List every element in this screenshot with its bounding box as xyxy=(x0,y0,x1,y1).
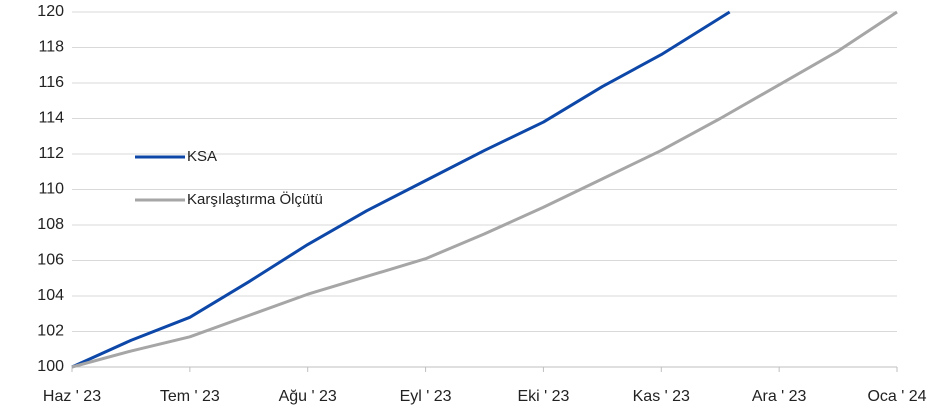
legend-label: Karşılaştırma Ölçütü xyxy=(187,190,323,208)
line xyxy=(71,10,731,369)
legend-label: KSA xyxy=(187,148,217,165)
y-tick-label: 114 xyxy=(38,110,64,127)
y-tick-label: 106 xyxy=(37,252,64,269)
y-tick-label: 110 xyxy=(38,181,64,198)
y-tick-label: 112 xyxy=(38,145,64,162)
y-tick-label: 116 xyxy=(38,74,64,91)
x-tick-label: Eki ' 23 xyxy=(517,388,569,405)
y-tick-label: 100 xyxy=(37,358,64,375)
x-tick-label: Oca ' 24 xyxy=(867,388,926,405)
x-tick-label: Tem ' 23 xyxy=(160,388,220,405)
y-tick-label: 120 xyxy=(37,3,64,20)
x-tick-label: Ağu ' 23 xyxy=(279,388,337,405)
x-tick-label: Haz ' 23 xyxy=(43,388,101,405)
line xyxy=(71,10,898,369)
y-tick-label: 102 xyxy=(37,323,64,340)
x-tick-label: Kas ' 23 xyxy=(633,388,690,405)
y-tick-label: 118 xyxy=(38,39,64,56)
x-tick-label: Eyl ' 23 xyxy=(400,388,452,405)
x-tick-label: Ara ' 23 xyxy=(752,388,807,405)
y-tick-label: 104 xyxy=(37,287,64,304)
y-tick-label: 108 xyxy=(37,216,64,233)
